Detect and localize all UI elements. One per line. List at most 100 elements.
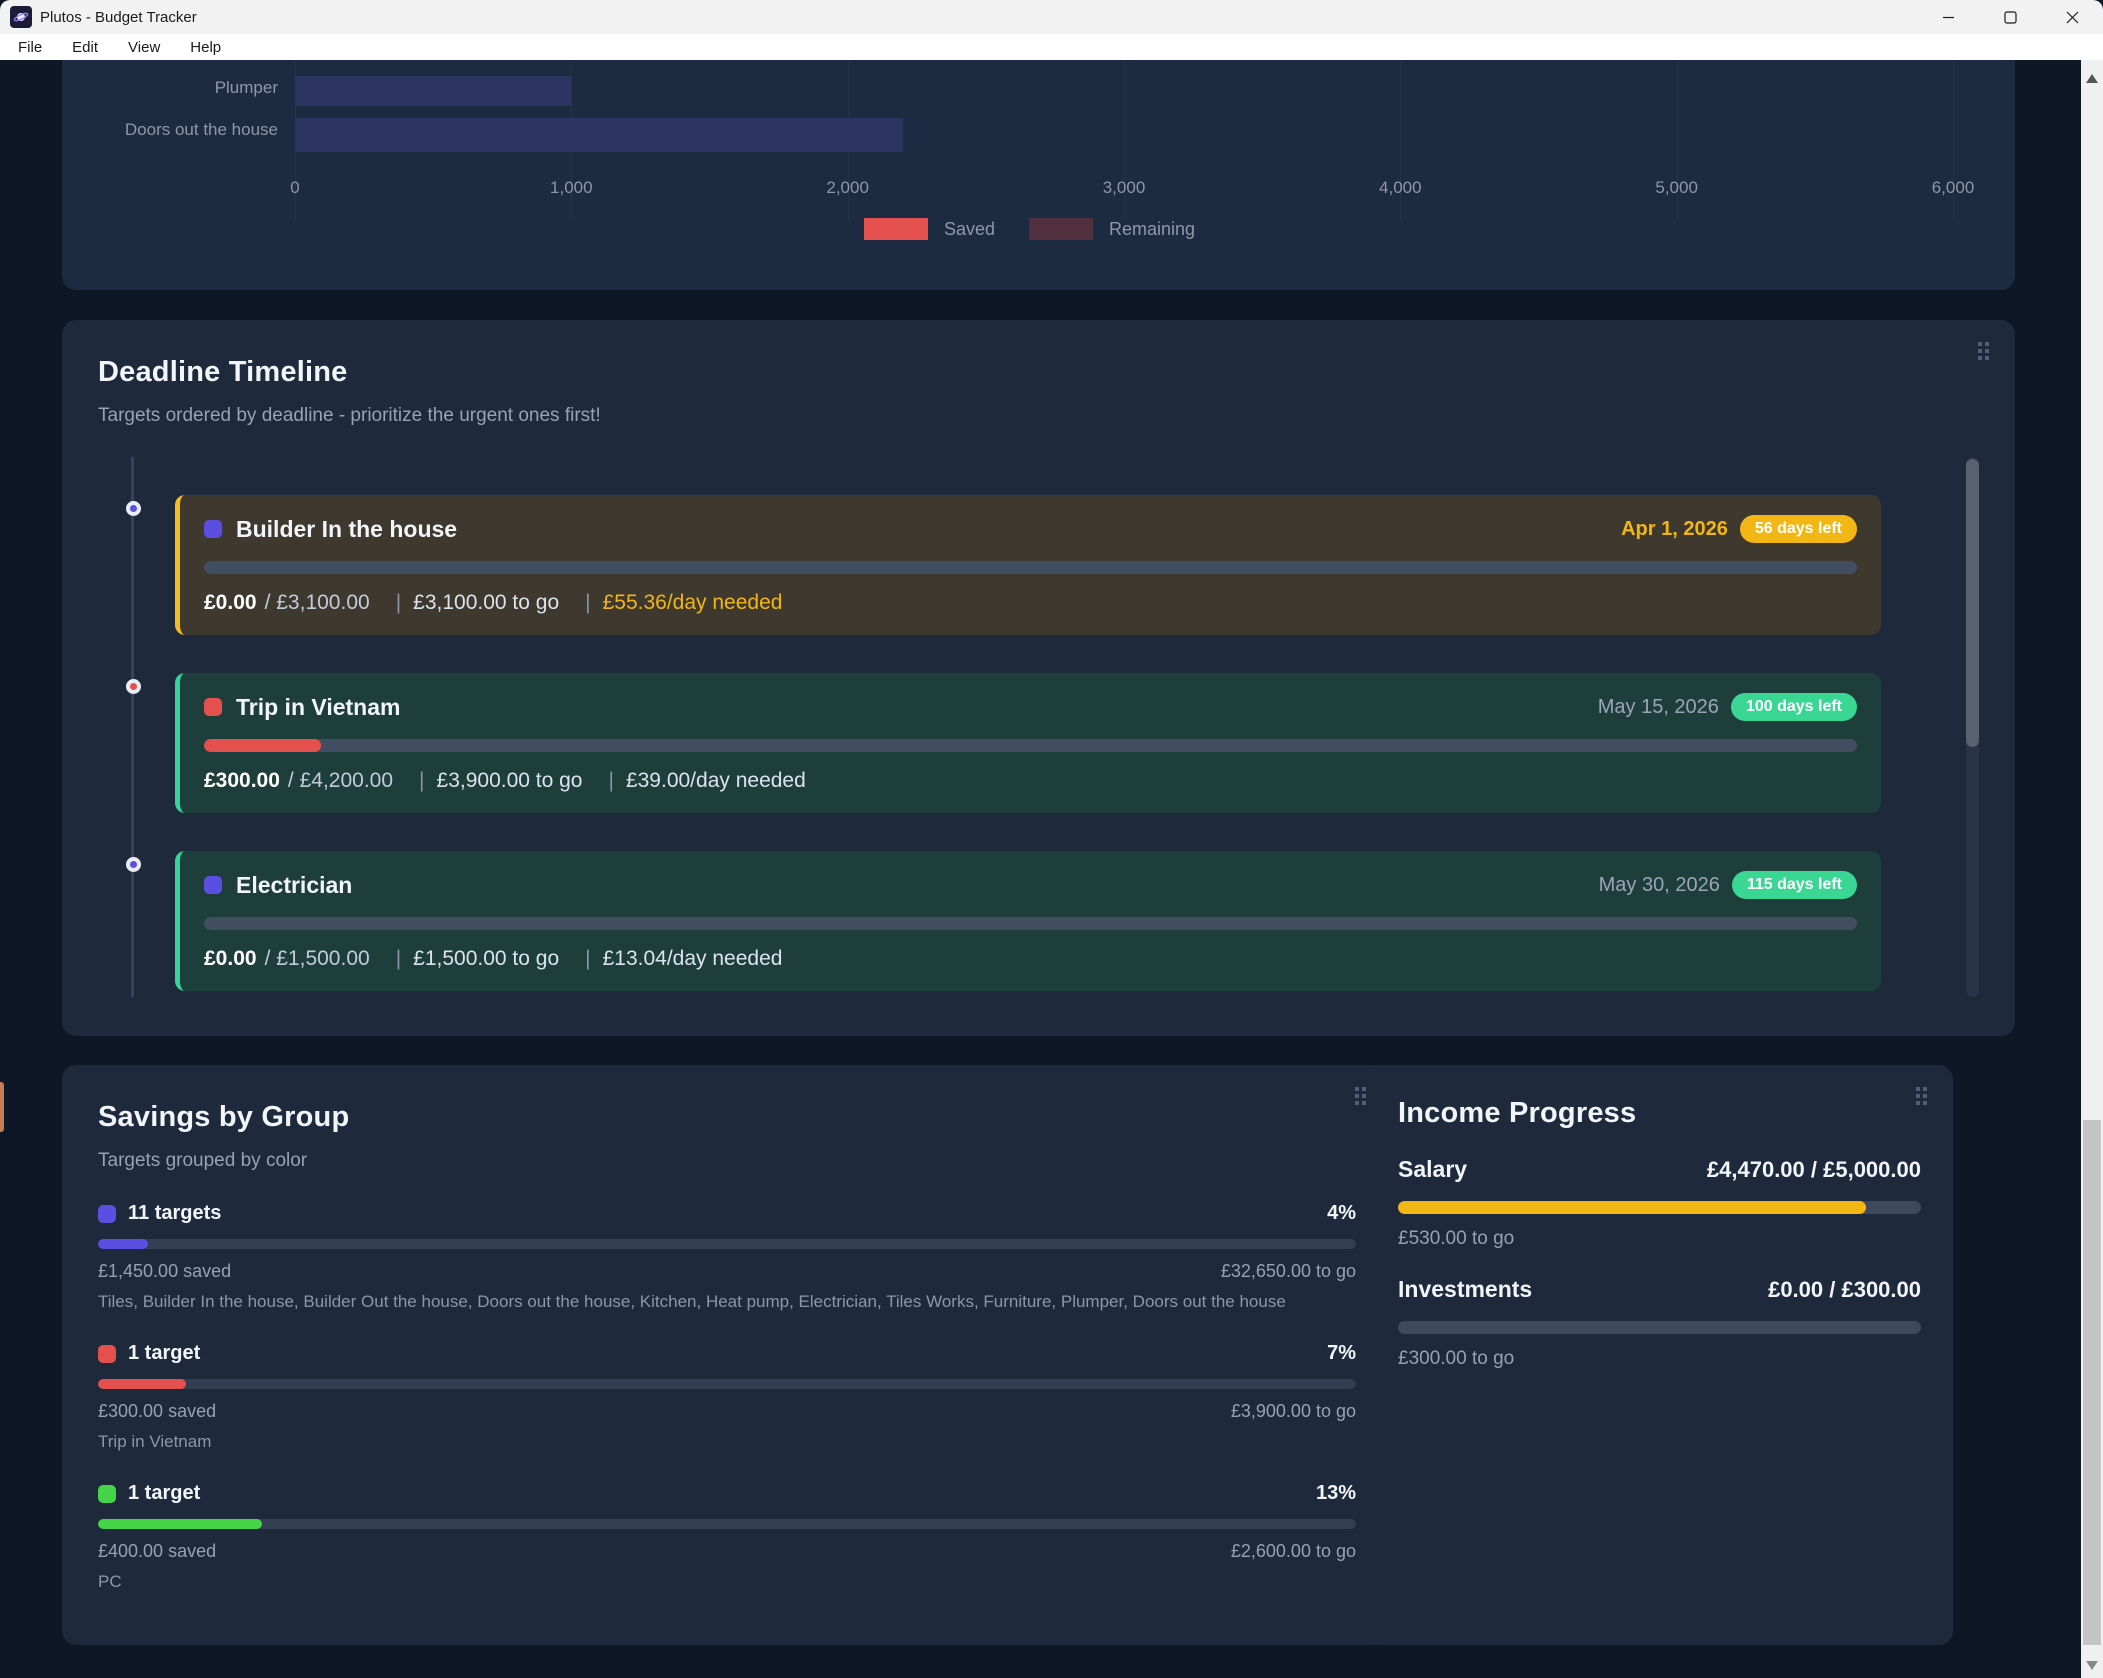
target-stats: £300.00 / £4,200.00 | £3,900.00 to go | … — [204, 769, 806, 792]
gridline — [1400, 58, 1402, 220]
left-edge-sliver — [0, 1082, 4, 1132]
close-icon — [2066, 11, 2078, 23]
chart-category-label: Doors out the house — [124, 120, 278, 139]
timeline-scrollbar-thumb[interactable] — [1966, 459, 1979, 747]
x-tick: 6,000 — [1931, 178, 1975, 197]
x-tick: 2,000 — [826, 178, 869, 197]
chart-bar[interactable] — [295, 118, 903, 152]
target-amount: £4,200.00 — [299, 769, 394, 792]
legend-swatch-remaining — [1029, 218, 1093, 240]
color-chip — [98, 1204, 116, 1223]
group-target-list: Trip in Vietnam — [98, 1432, 212, 1451]
days-left-badge: 100 days left — [1730, 693, 1857, 721]
target-name: Builder In the house — [236, 515, 458, 542]
scroll-down-icon[interactable] — [2086, 1661, 2098, 1670]
progress-track — [204, 917, 1857, 930]
x-tick: 4,000 — [1379, 178, 1422, 197]
timeline-item-electrician[interactable]: Electrician May 30, 2026 115 days left £… — [126, 851, 1881, 991]
timeline-item-trip-in-vietnam[interactable]: Trip in Vietnam May 15, 2026 100 days le… — [126, 673, 1881, 813]
income-label: Investments — [1398, 1276, 1533, 1302]
progress-track — [98, 1379, 1356, 1389]
to-go-amount: £3,100.00 to go — [413, 591, 560, 614]
target-amount: £1,500.00 — [276, 947, 370, 970]
maximize-button[interactable] — [1979, 0, 2041, 34]
scroll-up-icon[interactable] — [2086, 74, 2098, 83]
group-percent: 13% — [1315, 1482, 1356, 1504]
progress-track — [98, 1239, 1356, 1249]
income-value: £0.00 / £300.00 — [1768, 1277, 1921, 1302]
timeline-item-builder-in-the-house[interactable]: Builder In the house Apr 1, 2026 56 days… — [126, 495, 1881, 635]
gridline — [1676, 58, 1678, 220]
savings-group: 11 targets 4% £1,450.00 saved £32,650.00… — [98, 1202, 1356, 1312]
legend-label-saved: Saved — [943, 218, 995, 239]
chart-x-axis: 0 1,000 2,000 3,000 4,000 5,000 6,000 — [290, 178, 1974, 202]
menu-edit[interactable]: Edit — [72, 38, 99, 56]
deadline-date: May 30, 2026 — [1598, 873, 1720, 896]
target-stats: £0.00 / £1,500.00 | £1,500.00 to go | £1… — [204, 947, 783, 970]
saved-amount: £300.00 — [204, 769, 280, 792]
x-tick: 5,000 — [1655, 178, 1698, 197]
color-chip — [204, 876, 222, 894]
progress-fill — [98, 1239, 149, 1249]
savings-chart-card: Plumper Doors out the house 0 1,000 2,00… — [62, 58, 2015, 290]
gridline — [1953, 58, 1954, 220]
timeline-subtitle: Targets ordered by deadline - prioritize… — [98, 405, 601, 426]
group-saved: £300.00 saved — [98, 1401, 217, 1421]
window-controls — [1917, 0, 2103, 34]
close-button[interactable] — [2041, 0, 2103, 34]
group-label: 1 target — [128, 1342, 201, 1364]
target-amount: £3,100.00 — [276, 591, 370, 614]
menu-view[interactable]: View — [128, 38, 161, 56]
deadline-date: Apr 1, 2026 — [1621, 517, 1728, 540]
income-title: Income Progress — [1398, 1097, 1637, 1129]
days-left-badge: 56 days left — [1739, 515, 1857, 543]
grip-icon[interactable] — [1916, 1087, 1927, 1105]
chart-plot-area — [295, 58, 1954, 220]
color-chip — [204, 520, 222, 538]
timeline-spine — [131, 457, 134, 997]
timeline-dot — [126, 679, 141, 694]
progress-track — [98, 1519, 1356, 1529]
group-label: 1 target — [128, 1482, 201, 1504]
x-tick: 3,000 — [1102, 178, 1146, 197]
income-to-go: £300.00 to go — [1398, 1348, 1515, 1369]
content-viewport: Plumper Doors out the house 0 1,000 2,00… — [0, 58, 2081, 1678]
grip-icon[interactable] — [1355, 1087, 1366, 1105]
minimize-icon — [1942, 16, 1954, 18]
legend-swatch-saved — [863, 218, 928, 240]
legend-label-remaining: Remaining — [1109, 218, 1196, 239]
per-day-needed: £39.00/day needed — [625, 769, 806, 792]
progress-track — [204, 561, 1857, 574]
income-row-investments: Investments £0.00 / £300.00 £300.00 to g… — [1398, 1276, 1921, 1370]
timeline-scroll-area: Builder In the house Apr 1, 2026 56 days… — [98, 457, 1979, 997]
income-row-salary: Salary £4,470.00 / £5,000.00 £530.00 to … — [1398, 1156, 1921, 1250]
color-chip — [98, 1344, 116, 1363]
chart-bar[interactable] — [295, 76, 572, 106]
progress-fill — [98, 1519, 262, 1529]
groups-title: Savings by Group — [98, 1101, 350, 1133]
group-percent: 7% — [1327, 1342, 1356, 1364]
gridline — [1124, 58, 1125, 220]
progress-track — [204, 739, 1857, 752]
chart-legend: Saved Remaining — [62, 218, 2015, 240]
menu-help[interactable]: Help — [190, 38, 222, 56]
group-to-go: £2,600.00 to go — [1230, 1541, 1356, 1561]
x-tick: 0 — [290, 178, 300, 197]
group-target-list: Tiles, Builder In the house, Builder Out… — [98, 1292, 1286, 1311]
timeline-scrollbar[interactable] — [1966, 457, 1979, 997]
maximize-icon — [2003, 10, 2017, 24]
window-scrollbar-thumb[interactable] — [2083, 1120, 2101, 1645]
menu-file[interactable]: File — [18, 38, 43, 56]
income-label: Salary — [1398, 1156, 1468, 1182]
target-name: Electrician — [236, 871, 353, 898]
minimize-button[interactable] — [1917, 0, 1979, 34]
window-title: Plutos - Budget Tracker — [40, 8, 197, 26]
timeline-dot — [126, 857, 141, 872]
group-label: 11 targets — [128, 1202, 222, 1224]
days-left-badge: 115 days left — [1731, 871, 1857, 899]
group-to-go: £3,900.00 to go — [1230, 1401, 1356, 1421]
grip-icon[interactable] — [1978, 342, 1989, 360]
per-day-needed: £55.36/day needed — [602, 591, 783, 614]
window-scrollbar[interactable] — [2081, 60, 2103, 1678]
titlebar[interactable]: Plutos - Budget Tracker — [0, 0, 2103, 34]
